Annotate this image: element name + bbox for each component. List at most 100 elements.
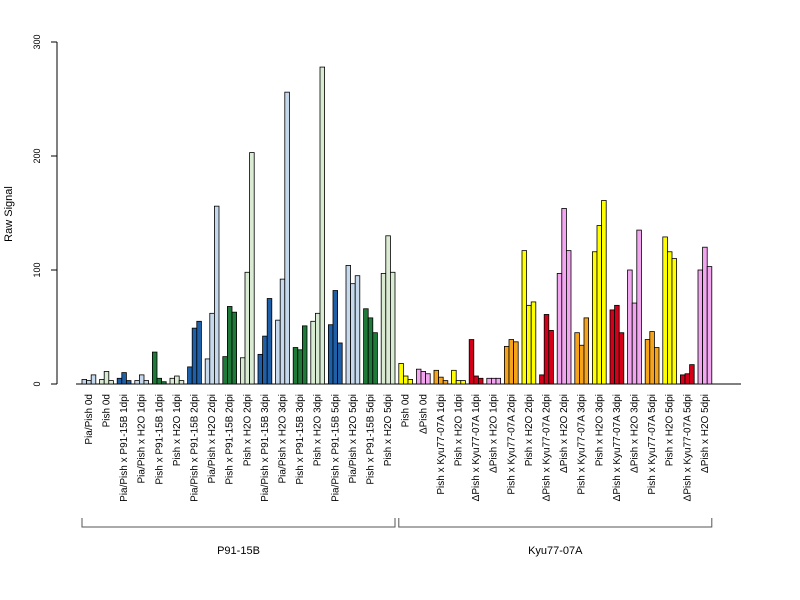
bar — [543, 314, 550, 385]
bar — [495, 377, 501, 385]
x-tick-label: Pia/Pish x H2O 3dpi — [278, 394, 289, 484]
bar — [556, 273, 563, 385]
x-tick-label: Pish x H2O 2dpi — [242, 394, 253, 466]
bar — [566, 250, 572, 385]
x-tick-label: Pish x P91-15B 2dpi — [225, 394, 236, 485]
bar — [99, 379, 105, 385]
bar — [398, 363, 404, 385]
bar — [468, 339, 475, 385]
bar — [310, 320, 316, 385]
bar — [631, 302, 638, 385]
x-tick-label: ΔPish x Kyu77-07A 2dpi — [542, 394, 553, 501]
x-tick-label: ΔPish x H2O 3dpi — [630, 394, 641, 473]
bar — [389, 271, 396, 385]
bar — [213, 205, 220, 385]
bar — [363, 308, 369, 385]
bar — [279, 278, 286, 385]
bar — [116, 377, 123, 385]
bar — [614, 304, 620, 385]
bar — [407, 379, 413, 385]
group-label: Kyu77-07A — [528, 545, 583, 557]
x-tick-label: ΔPish x H2O 2dpi — [559, 394, 570, 473]
y-axis: 0 100 200 300 — [32, 34, 58, 387]
bar — [301, 325, 308, 385]
bar — [284, 91, 290, 385]
bar — [297, 349, 303, 385]
bar — [244, 271, 250, 385]
bar — [249, 152, 255, 385]
bar — [609, 309, 615, 385]
bar — [574, 332, 580, 385]
x-tick-label: ΔPish x H2O 1dpi — [489, 394, 500, 473]
group-brackets: P91-15B Kyu77-07A — [81, 518, 713, 557]
x-tick-label: Pish 0d — [102, 394, 113, 427]
bar — [667, 251, 673, 385]
group-label: P91-15B — [217, 545, 260, 557]
bar — [689, 364, 695, 385]
bar — [513, 341, 519, 385]
x-tick-label: ΔPish x Kyu77-07A 5dpi — [682, 394, 693, 501]
bar — [662, 236, 668, 385]
bar — [372, 332, 378, 385]
bar — [671, 258, 677, 385]
bar — [706, 266, 713, 385]
bar — [226, 306, 233, 385]
bar — [191, 327, 198, 385]
bar — [420, 371, 426, 385]
x-tick-label: ΔPish x Kyu77-07A 3dpi — [612, 394, 623, 501]
bar — [138, 374, 145, 385]
x-tick-label: Pish x H2O 3dpi — [594, 394, 605, 466]
x-tick-label: Pish x H2O 1dpi — [172, 394, 183, 466]
x-tick-label: ΔPish x H2O 5dpi — [700, 394, 711, 473]
bar — [442, 380, 449, 385]
bar — [460, 380, 466, 385]
bar — [697, 269, 703, 385]
bar — [108, 380, 114, 385]
bar — [490, 377, 497, 385]
x-tick-label: ΔPish x Kyu77-07A 1dpi — [471, 394, 482, 501]
x-tick-label: Pia/Pish x P91-15B 3dpi — [260, 394, 271, 502]
bar — [402, 375, 409, 385]
bar — [521, 250, 527, 385]
y-tick-label: 100 — [32, 262, 42, 277]
bar — [350, 283, 356, 385]
bar — [508, 339, 514, 385]
bar — [143, 380, 149, 385]
bar — [415, 368, 422, 385]
bar — [644, 339, 651, 385]
bar — [187, 366, 193, 385]
bar — [451, 369, 457, 385]
bar — [275, 319, 281, 385]
bar — [103, 371, 110, 385]
x-tick-label: Pish 0d — [401, 394, 412, 427]
bar — [204, 358, 211, 385]
x-tick-label: Pia/Pish x H2O 2dpi — [207, 394, 218, 484]
bar — [684, 373, 690, 385]
bar — [178, 380, 185, 385]
bar — [380, 273, 387, 385]
bar — [196, 320, 202, 385]
bar — [654, 347, 660, 385]
bar — [332, 290, 338, 385]
x-tick-label: Pish x Kyu77-07A 5dpi — [647, 394, 658, 495]
bar — [455, 380, 462, 385]
bar — [231, 311, 237, 385]
bar — [438, 376, 444, 385]
y-tick-label: 0 — [32, 381, 42, 386]
group-bracket — [398, 518, 713, 528]
x-tick-label: Pish x P91-15B 5dpi — [366, 394, 377, 485]
bar — [222, 356, 228, 385]
bar — [314, 312, 321, 385]
bar — [680, 374, 686, 385]
bar — [262, 335, 268, 385]
y-tick-label: 200 — [32, 148, 42, 163]
bar — [618, 332, 625, 385]
x-tick-label: Pish x H2O 5dpi — [383, 394, 394, 466]
bar — [526, 304, 532, 385]
x-tick-label: Pia/Pish x H2O 1dpi — [137, 394, 148, 484]
bar — [174, 375, 180, 385]
bar — [126, 380, 132, 385]
bar — [385, 235, 391, 385]
x-tick-label: Pish x Kyu77-07A 3dpi — [577, 394, 588, 495]
